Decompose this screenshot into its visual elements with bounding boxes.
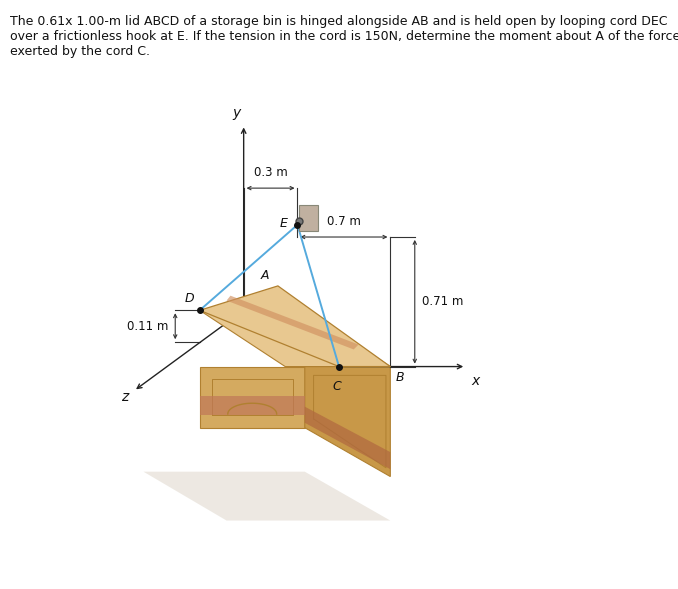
Text: C: C — [332, 380, 341, 393]
Polygon shape — [305, 406, 391, 469]
Text: y: y — [232, 105, 241, 120]
Text: The 0.61x 1.00-m lid ABCD of a storage bin is hinged alongside AB and is held op: The 0.61x 1.00-m lid ABCD of a storage b… — [10, 15, 678, 58]
Polygon shape — [200, 286, 391, 366]
Text: 0.3 m: 0.3 m — [254, 166, 287, 179]
Text: E: E — [280, 217, 287, 230]
Polygon shape — [305, 366, 391, 477]
Polygon shape — [200, 310, 391, 366]
Polygon shape — [200, 396, 305, 415]
Bar — [299, 205, 319, 231]
Text: 0.11 m: 0.11 m — [127, 320, 168, 333]
Polygon shape — [144, 472, 391, 521]
Text: 0.7 m: 0.7 m — [327, 215, 361, 228]
Polygon shape — [226, 296, 359, 349]
Text: x: x — [471, 374, 479, 388]
Text: B: B — [395, 372, 404, 385]
Polygon shape — [200, 366, 305, 428]
Text: z: z — [121, 390, 129, 404]
Text: 0.71 m: 0.71 m — [422, 295, 464, 308]
Text: D: D — [184, 293, 194, 306]
Text: A: A — [260, 269, 269, 282]
